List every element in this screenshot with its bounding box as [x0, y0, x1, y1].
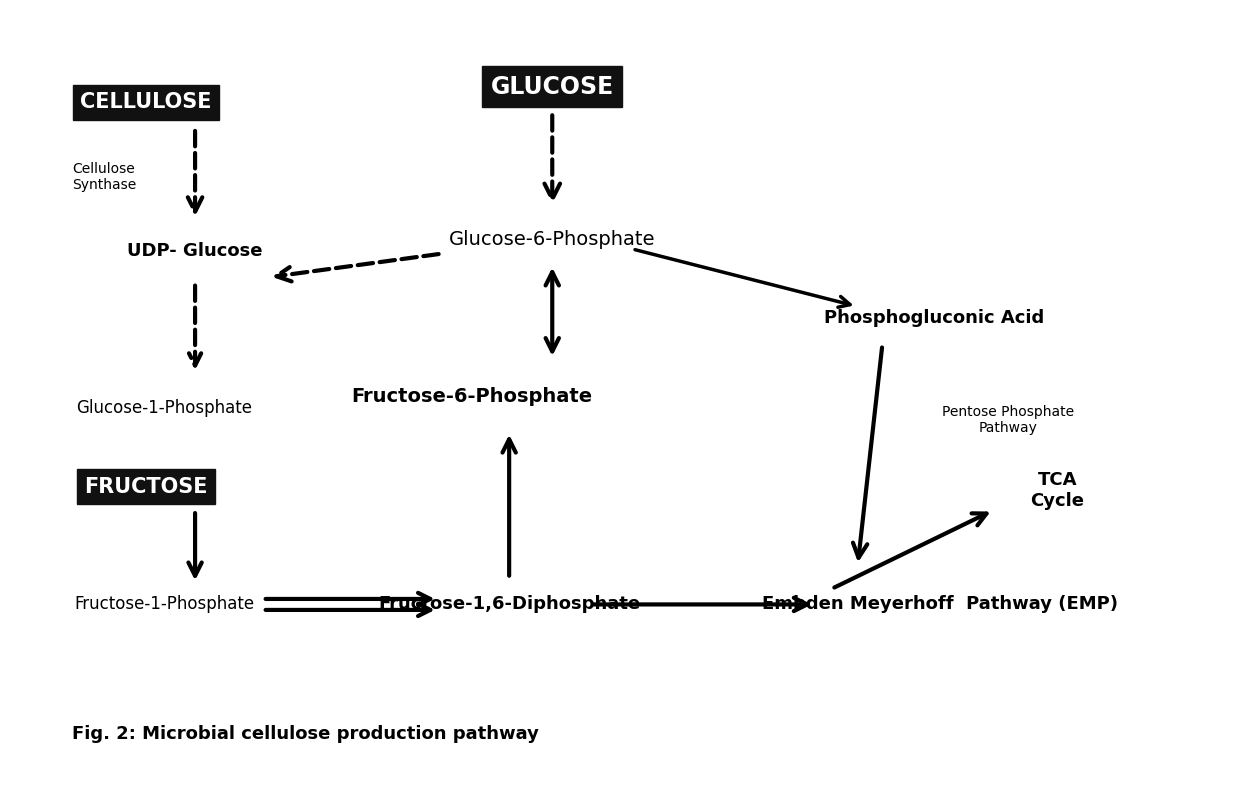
Text: Fructose-1-Phosphate: Fructose-1-Phosphate [74, 596, 254, 614]
Text: FRUCTOSE: FRUCTOSE [84, 477, 207, 496]
Text: CELLULOSE: CELLULOSE [81, 92, 212, 113]
Text: Fructose-1,6-Diphosphate: Fructose-1,6-Diphosphate [378, 596, 640, 614]
Text: Phosphogluconic Acid: Phosphogluconic Acid [823, 309, 1044, 327]
Text: Fig. 2: Microbial cellulose production pathway: Fig. 2: Microbial cellulose production p… [72, 725, 539, 743]
Text: GLUCOSE: GLUCOSE [491, 75, 614, 98]
Text: Embden Meyerhoff  Pathway (EMP): Embden Meyerhoff Pathway (EMP) [763, 596, 1118, 614]
Text: Pentose Phosphate
Pathway: Pentose Phosphate Pathway [942, 405, 1074, 435]
Text: TCA
Cycle: TCA Cycle [1030, 471, 1084, 510]
Text: Glucose-1-Phosphate: Glucose-1-Phosphate [77, 399, 252, 417]
Text: UDP- Glucose: UDP- Glucose [128, 243, 263, 260]
Text: Glucose-6-Phosphate: Glucose-6-Phosphate [449, 230, 656, 249]
Text: Cellulose
Synthase: Cellulose Synthase [72, 162, 136, 192]
Text: Fructose-6-Phosphate: Fructose-6-Phosphate [352, 387, 593, 406]
